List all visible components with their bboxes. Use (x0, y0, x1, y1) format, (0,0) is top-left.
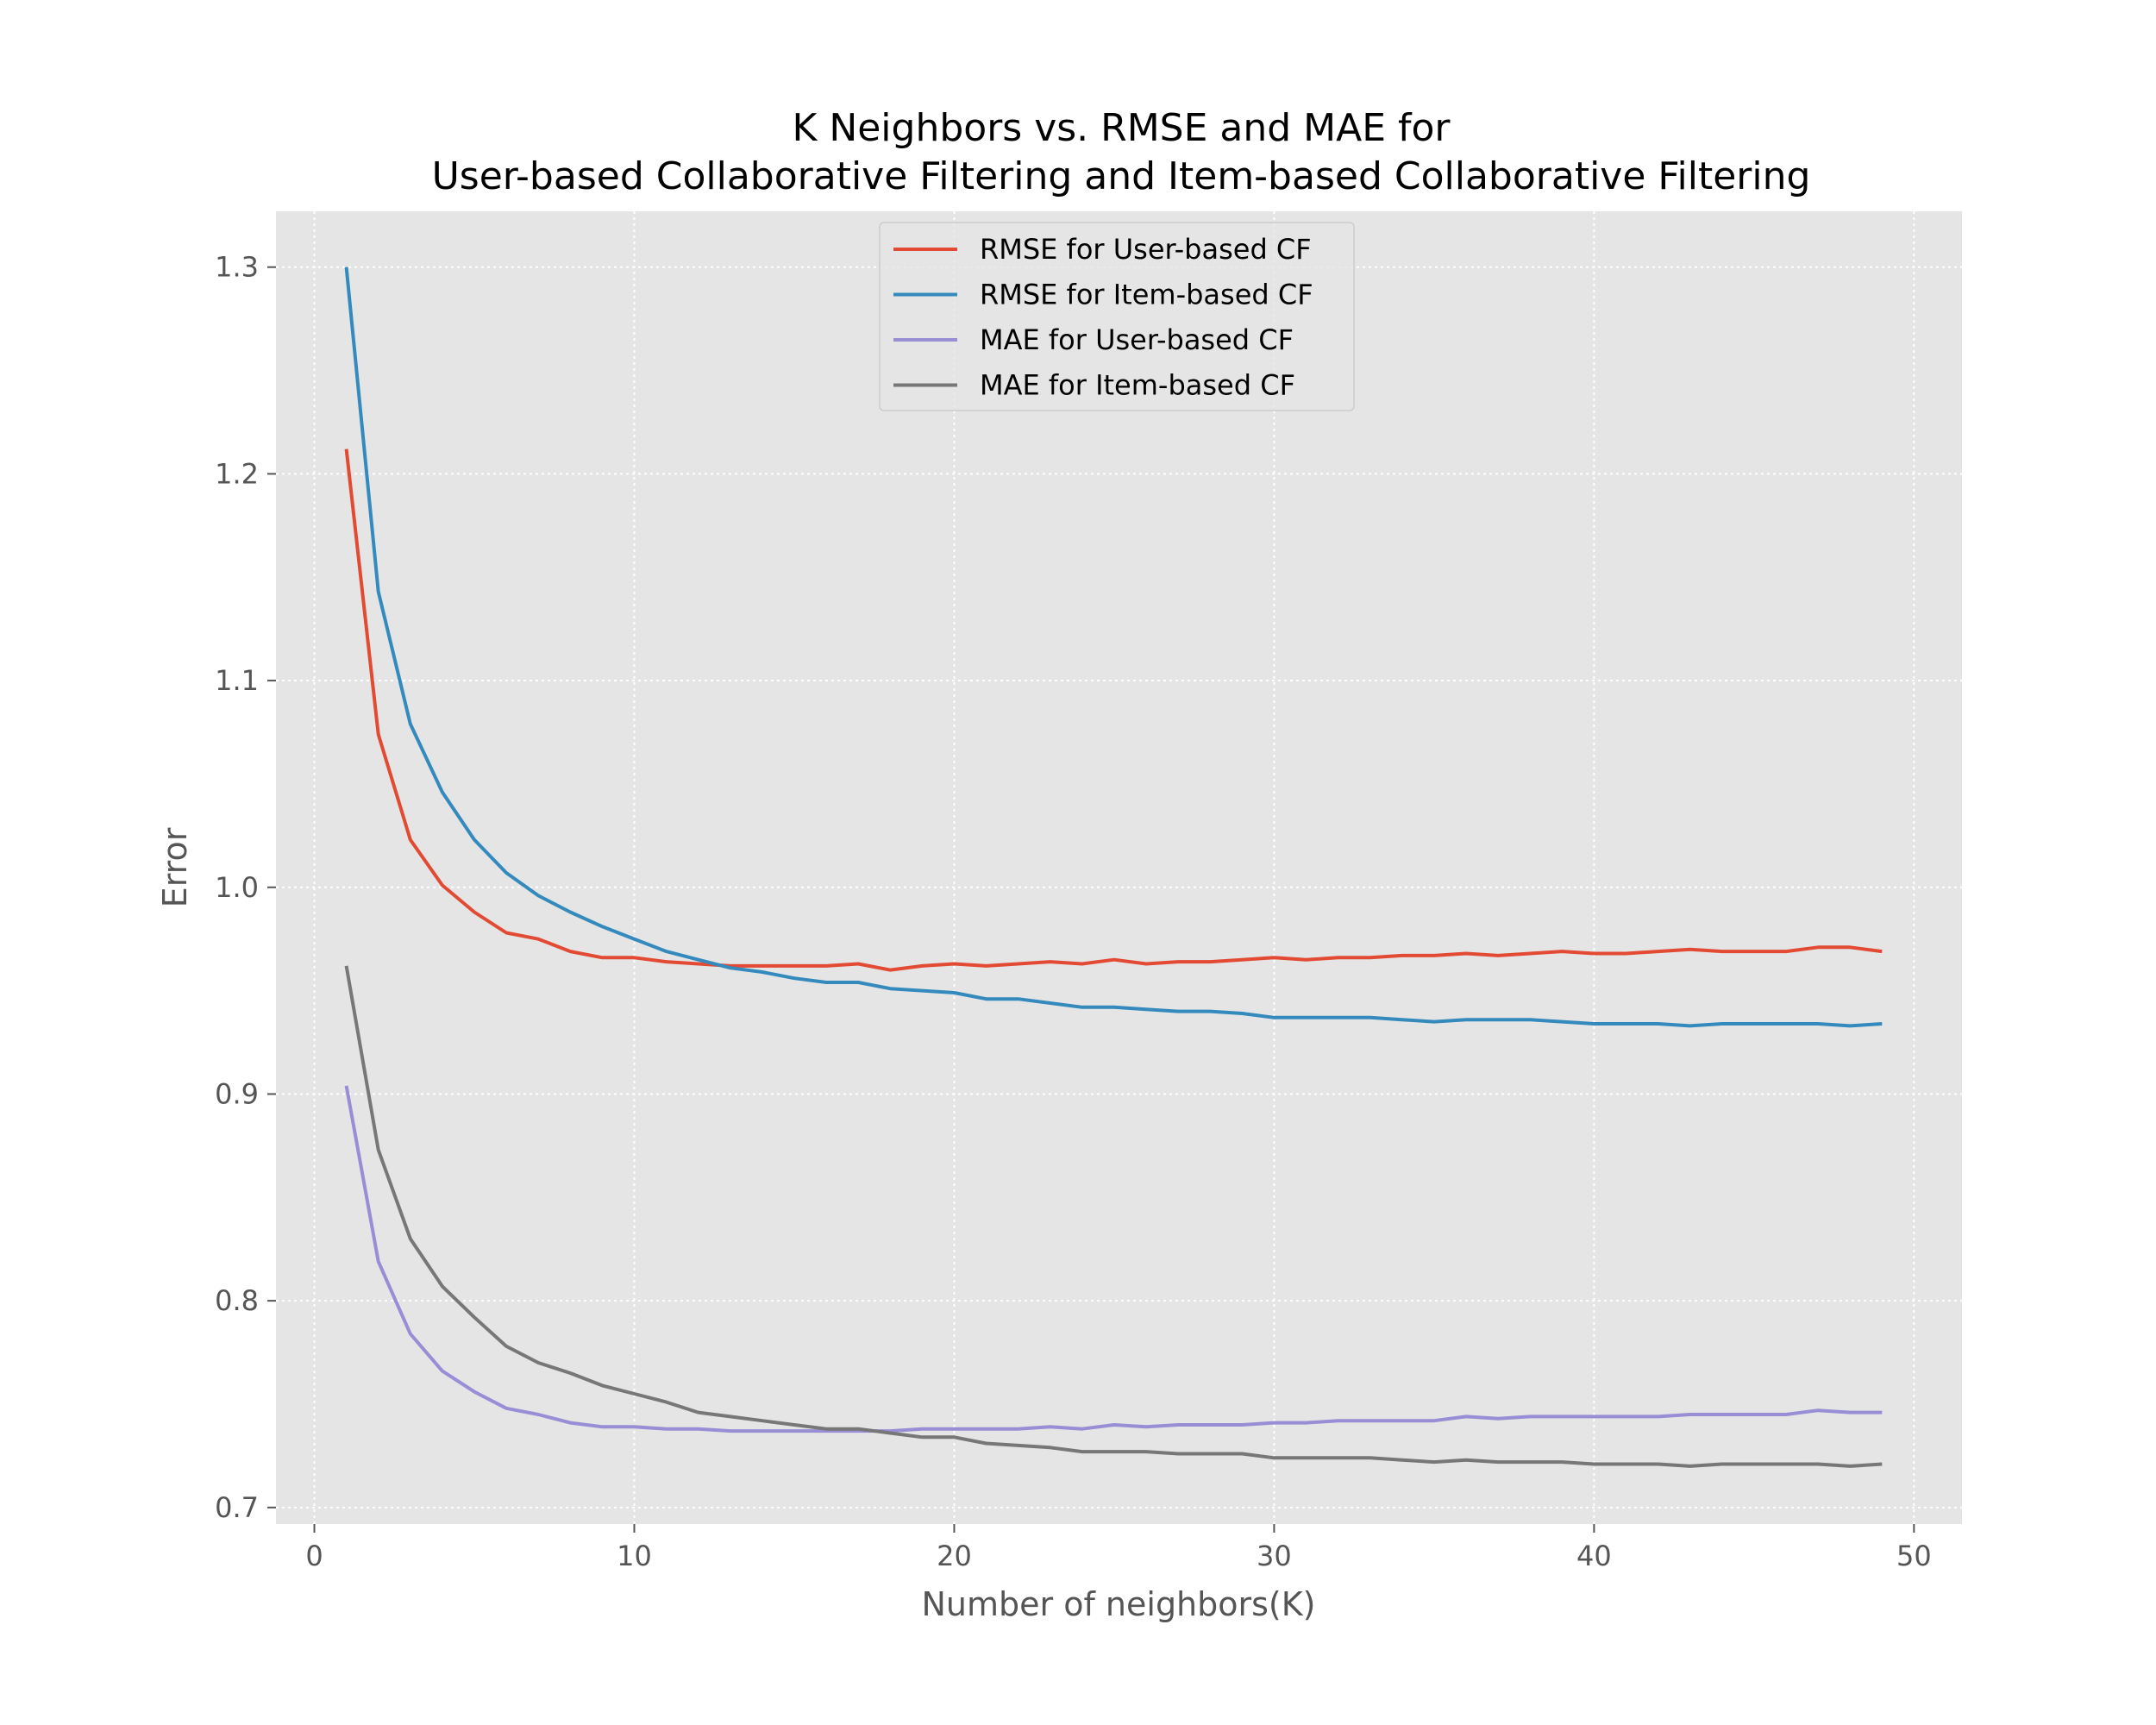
y-tick-label: 1.3 (215, 251, 259, 284)
y-tick-label: 0.9 (215, 1077, 259, 1110)
chart-title-line-2: User-based Collaborative Filtering and I… (432, 154, 1811, 198)
x-tick-label: 30 (1257, 1540, 1292, 1572)
legend-label-1: RMSE for User-based CF (980, 233, 1312, 266)
y-tick-label: 0.8 (215, 1284, 259, 1317)
legend-label-2: RMSE for Item-based CF (980, 279, 1313, 311)
y-axis-label: Error (156, 827, 194, 907)
series-line-4 (344, 965, 1883, 1468)
x-tick-label: 10 (617, 1540, 652, 1572)
x-tick-label: 0 (305, 1540, 323, 1572)
y-tick-label: 1.1 (215, 664, 259, 697)
series-line-3 (344, 1085, 1883, 1433)
series-line-2 (344, 267, 1883, 1028)
legend-label-3: MAE for User-based CF (980, 323, 1294, 356)
axis-ticks: 0 10 20 30 40 50 0.7 0.8 0.9 1.0 1.1 1.2 1.3 (215, 251, 1932, 1572)
grid (276, 211, 1962, 1524)
legend-box (879, 222, 1355, 411)
plot-area (276, 211, 1962, 1524)
chart-title-line-1: K Neighbors vs. RMSE and MAE for (792, 106, 1451, 150)
y-tick-label: 0.7 (215, 1491, 259, 1524)
x-tick-label: 20 (937, 1540, 972, 1572)
y-tick-label: 1.2 (215, 457, 259, 490)
x-tick-label: 50 (1896, 1540, 1932, 1572)
series-line-1 (344, 448, 1883, 972)
x-axis-label: Number of neighbors(K) (921, 1585, 1315, 1623)
legend: RMSE for User-based CF RMSE for Item-base… (879, 222, 1355, 411)
x-tick-label: 40 (1576, 1540, 1612, 1572)
y-tick-label: 1.0 (215, 871, 259, 904)
legend-label-4: MAE for Item-based CF (980, 369, 1295, 402)
series-lines (344, 267, 1883, 1468)
